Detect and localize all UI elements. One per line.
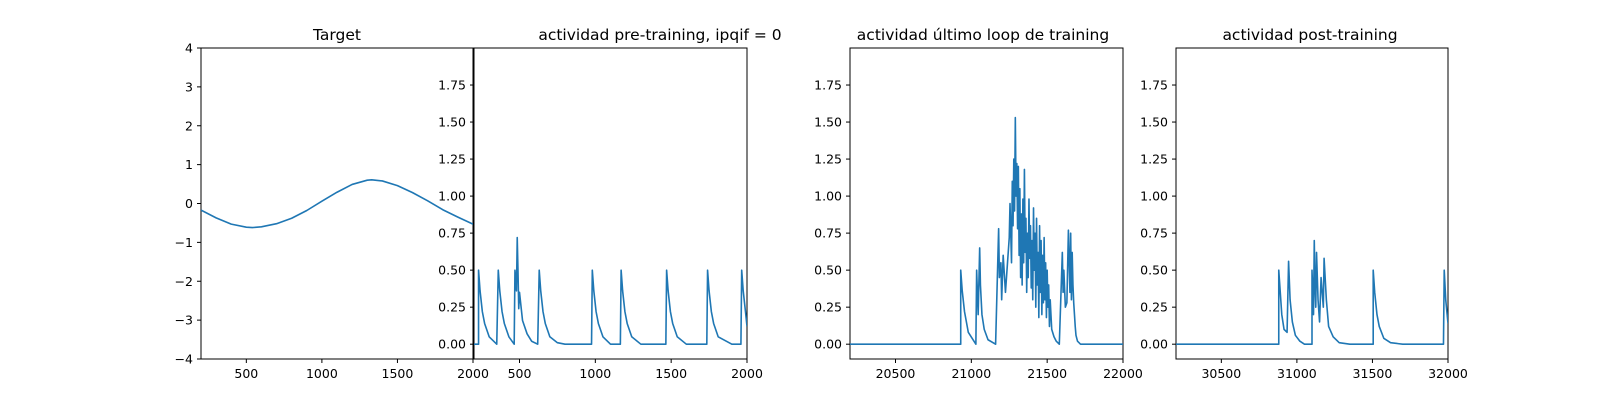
y-tick-label: 0.25 (438, 300, 466, 315)
tick-group: 30500 31000 31500 32000 0.00 0.25 0.50 0.75 1.00… (1140, 78, 1468, 381)
y-tick-label: 1.50 (814, 115, 842, 130)
subplot-last-training-loop: actividad último loop de training 20500 2… (814, 26, 1143, 381)
series-line (1176, 239, 1448, 345)
x-tick-label: 21000 (951, 366, 991, 381)
y-tick-label: 0.50 (814, 263, 842, 278)
x-tick-label: 21500 (1027, 366, 1067, 381)
y-tick-label: 1.75 (438, 78, 466, 93)
y-tick-label: 0.75 (438, 226, 466, 241)
tick-group: 500 1000 1500 2000 −4 −3 −2 −1 0 1 2 3 4 (175, 41, 489, 382)
plot-area (1176, 239, 1448, 345)
x-tick-label: 500 (508, 366, 532, 381)
y-tick-label: 1.00 (438, 189, 466, 204)
subplot-title: actividad pre-training, ipqif = 0 (538, 26, 781, 44)
y-tick-label: 3 (185, 79, 193, 94)
y-tick-label: 1 (185, 157, 193, 172)
x-tick-label: 22000 (1103, 366, 1143, 381)
subplot-target: Target 500 1000 1500 2000 −4 −3 −2 −1 0 1 2 3 4 (175, 26, 489, 381)
subplot-title: Target (312, 26, 361, 44)
series-line (201, 178, 473, 229)
y-tick-label: −2 (175, 274, 193, 289)
y-tick-label: −1 (175, 235, 193, 250)
y-tick-label: 0.75 (1140, 226, 1168, 241)
plot-area (474, 236, 747, 345)
axes-frame (849, 47, 1124, 360)
y-tick-label: 2 (185, 118, 193, 133)
x-tick-label: 1000 (306, 366, 338, 381)
y-tick-label: 0 (185, 196, 193, 211)
subplot-title: actividad último loop de training (857, 26, 1109, 44)
y-tick-label: 0.25 (1140, 300, 1168, 315)
x-tick-label: 2000 (731, 366, 763, 381)
series-line (474, 236, 747, 345)
y-tick-label: 1.25 (438, 152, 466, 167)
x-tick-label: 1500 (382, 366, 414, 381)
subplot-title: actividad post-training (1222, 26, 1397, 44)
y-tick-label: 0.00 (438, 337, 466, 352)
y-tick-label: 1.50 (1140, 115, 1168, 130)
y-tick-label: −4 (175, 352, 193, 367)
y-tick-label: 1.00 (1140, 189, 1168, 204)
y-tick-label: 0.00 (814, 337, 842, 352)
y-tick-label: 0.50 (438, 263, 466, 278)
plot-area (850, 116, 1123, 345)
y-tick-label: −3 (175, 313, 193, 328)
plot-area (201, 178, 473, 229)
axes-frame (1175, 47, 1449, 360)
y-tick-label: 1.25 (814, 152, 842, 167)
y-tick-label: 0.50 (1140, 263, 1168, 278)
tick-group: 500 1000 1500 2000 0.00 0.25 0.50 0.75 1.00 1.25 1… (438, 78, 763, 381)
x-tick-label: 31000 (1277, 366, 1317, 381)
x-tick-label: 1000 (579, 366, 611, 381)
x-tick-label: 1500 (655, 366, 687, 381)
y-tick-label: 1.75 (1140, 78, 1168, 93)
y-tick-label: 1.75 (814, 78, 842, 93)
y-tick-label: 1.00 (814, 189, 842, 204)
x-tick-label: 32000 (1428, 366, 1468, 381)
x-tick-label: 31500 (1353, 366, 1393, 381)
x-tick-label: 500 (234, 366, 258, 381)
x-tick-label: 20500 (876, 366, 916, 381)
x-tick-label: 30500 (1201, 366, 1241, 381)
x-tick-label: 2000 (457, 366, 489, 381)
subplot-pre-training: actividad pre-training, ipqif = 0 500 100… (438, 26, 782, 381)
y-tick-label: 0.00 (1140, 337, 1168, 352)
y-tick-label: 0.75 (814, 226, 842, 241)
axes-frame (473, 47, 748, 360)
subplot-post-training: actividad post-training 30500 31000 31500 3… (1140, 26, 1468, 381)
y-tick-label: 1.50 (438, 115, 466, 130)
y-tick-label: 1.25 (1140, 152, 1168, 167)
y-tick-label: 0.25 (814, 300, 842, 315)
tick-group: 20500 21000 21500 22000 0.00 0.25 0.50 0.75 1.00… (814, 78, 1143, 381)
y-tick-label: 4 (185, 41, 193, 56)
series-line (850, 116, 1123, 345)
